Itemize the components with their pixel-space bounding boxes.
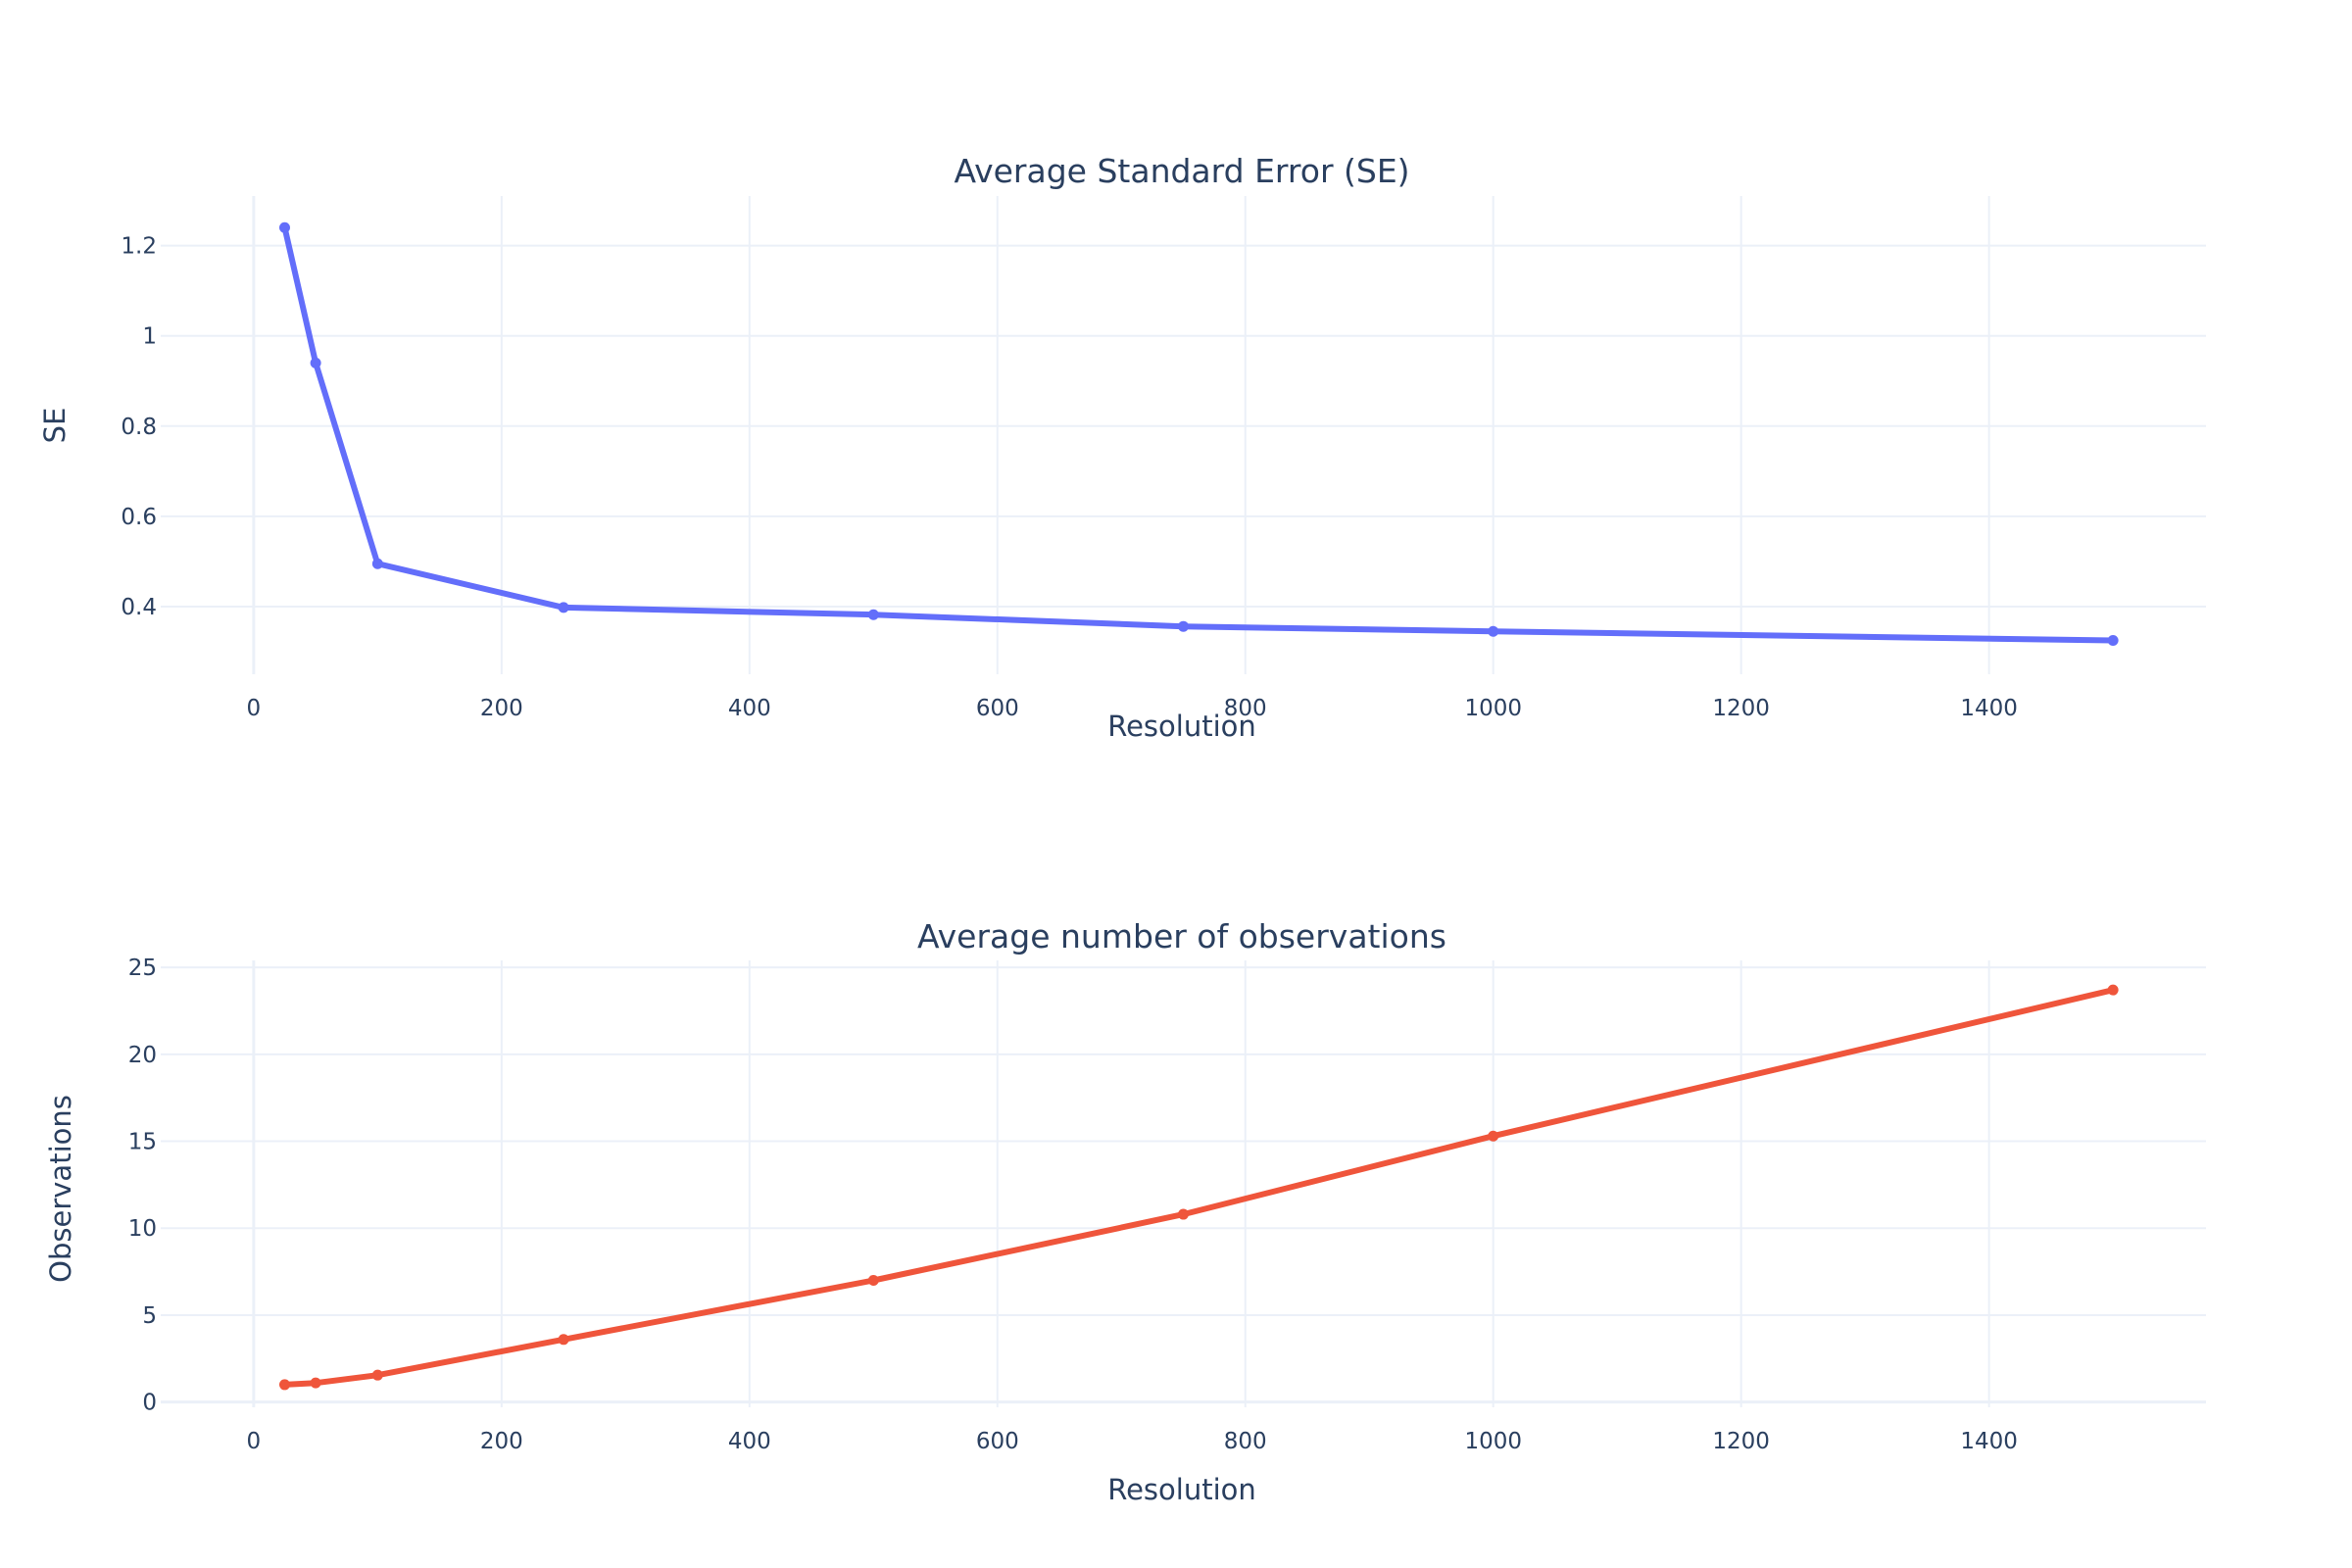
observations-x-tick-label: 1000	[1464, 1429, 1522, 1454]
se-grid	[161, 196, 2206, 674]
se-x-tick-label: 1400	[1960, 696, 2018, 721]
se-y-axis-title: SE	[38, 408, 72, 444]
se-y-ticks: 0.4 0.6 0.8 1 1.2	[121, 234, 157, 620]
observations-data-point	[2107, 984, 2119, 996]
observations-x-axis-title: Resolution	[1107, 1473, 1256, 1506]
se-x-tick-label: 200	[480, 696, 523, 721]
observations-y-tick-label: 10	[128, 1216, 157, 1242]
observations-plot: 0 200 400 600 800 1000 1200 1400 0 5 10 15 20 25 Ave…	[44, 917, 2206, 1506]
se-y-tick-label: 1	[142, 324, 157, 350]
observations-x-tick-label: 600	[976, 1429, 1019, 1454]
se-marks	[278, 221, 2119, 646]
observations-x-tick-label: 800	[1224, 1429, 1267, 1454]
se-y-tick-label: 1.2	[121, 234, 157, 260]
se-x-tick-label: 600	[976, 696, 1019, 721]
se-chart-title: Average Standard Error (SE)	[954, 152, 1409, 190]
se-y-tick-label: 0.4	[121, 595, 157, 620]
se-y-tick-label: 0.6	[121, 505, 157, 530]
observations-x-tick-label: 200	[480, 1429, 523, 1454]
observations-x-tick-label: 400	[728, 1429, 771, 1454]
observations-x-tick-label: 0	[247, 1429, 262, 1454]
se-data-point	[1488, 625, 1499, 637]
se-data-point	[310, 357, 321, 368]
observations-marks	[278, 984, 2119, 1391]
observations-x-tick-label: 1400	[1960, 1429, 2018, 1454]
se-data-point	[2107, 634, 2119, 646]
se-y-tick-label: 0.8	[121, 415, 157, 440]
observations-x-tick-label: 1200	[1712, 1429, 1770, 1454]
se-data-point	[371, 558, 383, 569]
observations-y-axis-title: Observations	[44, 1095, 77, 1283]
observations-data-point	[1488, 1130, 1499, 1142]
observations-data-point	[1178, 1208, 1189, 1220]
observations-data-point	[278, 1379, 290, 1391]
observations-x-ticks: 0 200 400 600 800 1000 1200 1400	[247, 1429, 2018, 1454]
se-series-line	[281, 224, 2117, 644]
se-data-point	[867, 609, 879, 620]
se-data-point	[1178, 620, 1189, 632]
se-data-point	[558, 602, 569, 613]
observations-y-tick-label: 25	[128, 956, 157, 981]
observations-y-tick-label: 5	[142, 1303, 157, 1329]
se-x-axis-title: Resolution	[1107, 710, 1256, 743]
observations-y-tick-label: 0	[142, 1391, 157, 1416]
observations-chart-title: Average number of observations	[917, 917, 1446, 956]
se-x-tick-label: 0	[247, 696, 262, 721]
se-x-tick-label: 400	[728, 696, 771, 721]
observations-data-point	[867, 1274, 879, 1286]
observations-data-point	[371, 1369, 383, 1381]
se-x-tick-label: 1200	[1712, 696, 1770, 721]
se-data-point	[278, 221, 290, 233]
observations-y-tick-label: 20	[128, 1043, 157, 1068]
observations-grid	[161, 960, 2206, 1407]
se-x-ticks: 0 200 400 600 800 1000 1200 1400	[247, 696, 2018, 721]
observations-series-line	[281, 987, 2117, 1388]
observations-y-ticks: 0 5 10 15 20 25	[128, 956, 157, 1416]
se-plot: 0 200 400 600 800 1000 1200 1400 0.40.60.811.2 …	[38, 152, 2206, 743]
observations-y-tick-label: 15	[128, 1130, 157, 1155]
se-x-tick-label: 1000	[1464, 696, 1522, 721]
observations-data-point	[558, 1334, 569, 1346]
observations-data-point	[310, 1377, 321, 1389]
se-x-tick-label: 800	[1224, 696, 1267, 721]
